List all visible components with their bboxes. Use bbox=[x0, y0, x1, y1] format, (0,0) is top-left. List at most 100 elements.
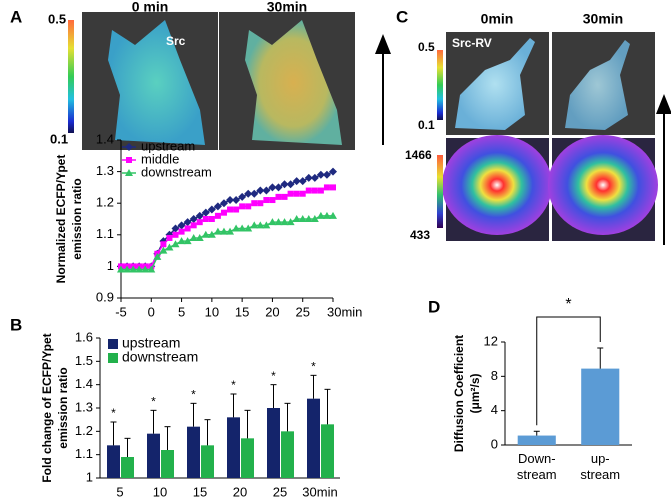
bar bbox=[307, 398, 320, 478]
marker bbox=[117, 265, 125, 273]
x-tick-label: up-stream bbox=[580, 451, 620, 482]
marker bbox=[257, 200, 264, 207]
marker bbox=[268, 218, 277, 226]
y-tick-label: 1.3 bbox=[75, 399, 93, 414]
y-tick-label: 1.2 bbox=[75, 423, 93, 438]
x-tick-label: 30min bbox=[302, 484, 337, 499]
scale-label: 0.1 bbox=[418, 118, 435, 132]
y-tick-label: 1.4 bbox=[75, 376, 93, 391]
cell bbox=[565, 40, 630, 130]
marker bbox=[286, 218, 295, 226]
marker bbox=[213, 227, 222, 235]
marker bbox=[147, 265, 156, 273]
marker bbox=[305, 187, 312, 194]
significance: * bbox=[111, 406, 116, 420]
marker bbox=[177, 221, 186, 230]
y-axis-label: Normalized ECFP/Ypet bbox=[54, 155, 68, 284]
significance-bracket bbox=[536, 316, 601, 426]
marker bbox=[207, 205, 216, 214]
marker bbox=[316, 170, 325, 179]
bar bbox=[161, 450, 174, 478]
marker bbox=[238, 192, 247, 201]
y-tick-label: 12 bbox=[484, 333, 498, 348]
x-tick-label: 20 bbox=[265, 304, 279, 319]
marker bbox=[201, 230, 210, 238]
scale-label: 1466 bbox=[405, 148, 432, 162]
time-label: 0min bbox=[481, 11, 514, 27]
marker bbox=[322, 211, 331, 219]
bar bbox=[121, 457, 134, 478]
marker bbox=[172, 231, 179, 238]
marker bbox=[123, 265, 132, 273]
colorbar bbox=[437, 155, 443, 228]
legend-label: upstream bbox=[122, 335, 180, 351]
series-line bbox=[121, 215, 333, 271]
y-axis-label: Diffusion Coefficient bbox=[452, 335, 466, 452]
marker bbox=[281, 193, 288, 200]
x-tick-label: -5 bbox=[115, 304, 127, 319]
y-tick-label: 1.1 bbox=[75, 446, 93, 461]
x-tick-label: 10 bbox=[153, 484, 167, 499]
marker bbox=[274, 183, 283, 192]
y-tick-label: 1.4 bbox=[96, 131, 114, 146]
cell bbox=[548, 135, 658, 235]
y-tick-label: 1 bbox=[86, 469, 93, 484]
marker bbox=[207, 230, 216, 238]
bar bbox=[281, 431, 294, 478]
y-tick-label: 1.6 bbox=[75, 329, 93, 344]
legend-label: downstream bbox=[122, 349, 198, 365]
marker bbox=[208, 216, 215, 222]
marker bbox=[251, 200, 258, 207]
significance: * bbox=[271, 369, 276, 383]
marker bbox=[329, 167, 337, 176]
marker bbox=[166, 234, 173, 241]
legend-label: middle bbox=[141, 151, 179, 166]
time-label: 30min bbox=[267, 0, 307, 15]
marker bbox=[195, 211, 204, 220]
y-axis-label: emission ratio bbox=[56, 367, 70, 448]
y-tick-label: 1.5 bbox=[75, 353, 93, 368]
marker bbox=[310, 173, 319, 182]
panel-label: D bbox=[428, 297, 440, 316]
marker bbox=[238, 224, 247, 232]
cell bbox=[245, 20, 342, 145]
marker bbox=[250, 189, 259, 198]
marker bbox=[165, 243, 174, 251]
colorbar bbox=[68, 20, 74, 133]
marker bbox=[160, 241, 167, 248]
legend-label: upstream bbox=[141, 138, 195, 153]
significance: * bbox=[151, 395, 156, 409]
bar bbox=[267, 408, 280, 478]
bar bbox=[517, 435, 556, 445]
x-tick-label: Down-stream bbox=[517, 451, 557, 482]
probe-label: Src-RV bbox=[452, 36, 492, 50]
scale-label: 433 bbox=[410, 228, 430, 242]
marker bbox=[226, 196, 235, 205]
marker bbox=[293, 190, 300, 197]
marker bbox=[189, 233, 198, 241]
y-tick-label: 1.2 bbox=[96, 195, 114, 210]
marker bbox=[262, 221, 271, 229]
marker bbox=[299, 190, 306, 197]
x-tick-label: 15 bbox=[193, 484, 207, 499]
bar bbox=[187, 426, 200, 478]
panel-a-images bbox=[68, 12, 391, 150]
scale-label: 0.1 bbox=[50, 131, 68, 146]
panel-label: A bbox=[10, 7, 22, 26]
bar bbox=[107, 445, 120, 478]
y-axis-label: emission ratio bbox=[70, 178, 84, 259]
x-tick-label: 25 bbox=[295, 304, 309, 319]
bar bbox=[581, 368, 620, 445]
marker bbox=[183, 218, 192, 227]
bar bbox=[241, 438, 254, 478]
x-tick-label: 15 bbox=[235, 304, 249, 319]
marker bbox=[135, 265, 144, 273]
marker bbox=[250, 221, 259, 229]
legend-label: downstream bbox=[141, 164, 212, 179]
marker bbox=[310, 215, 319, 222]
colorbar bbox=[437, 50, 443, 120]
marker bbox=[287, 190, 294, 197]
marker bbox=[227, 206, 234, 213]
x-tick-label: 10 bbox=[205, 304, 219, 319]
marker bbox=[183, 237, 192, 245]
